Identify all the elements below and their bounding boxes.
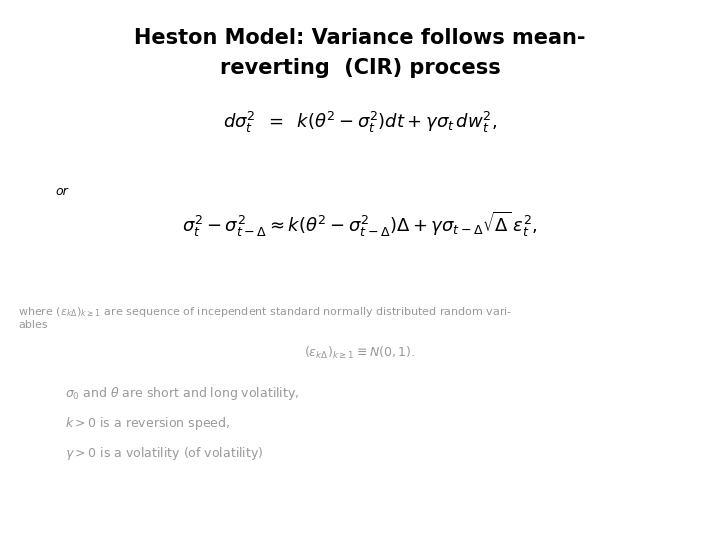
Text: $k > 0$ is a reversion speed,: $k > 0$ is a reversion speed, xyxy=(65,415,230,432)
Text: $(\epsilon_{k\Delta})_{k\geq 1} \equiv N(0, 1).$: $(\epsilon_{k\Delta})_{k\geq 1} \equiv N… xyxy=(305,345,415,361)
Text: $d\sigma_t^2 \;\; = \;\; k(\theta^2 - \sigma_t^2)dt + \gamma\sigma_t\,dw_t^2,$: $d\sigma_t^2 \;\; = \;\; k(\theta^2 - \s… xyxy=(222,110,498,135)
Text: reverting  (CIR) process: reverting (CIR) process xyxy=(220,58,500,78)
Text: or: or xyxy=(55,185,68,198)
Text: $\gamma > 0$ is a volatility (of volatility): $\gamma > 0$ is a volatility (of volatil… xyxy=(65,445,264,462)
Text: ables: ables xyxy=(18,320,48,330)
Text: where $(\epsilon_{k\Delta})_{k\geq 1}$ are sequence of incependent standard norm: where $(\epsilon_{k\Delta})_{k\geq 1}$ a… xyxy=(18,305,513,319)
Text: $\sigma_0$ and $\theta$ are short and long volatility,: $\sigma_0$ and $\theta$ are short and lo… xyxy=(65,385,300,402)
Text: Heston Model: Variance follows mean-: Heston Model: Variance follows mean- xyxy=(134,28,586,48)
Text: $\sigma_t^2 - \sigma_{t-\Delta}^2 \approx k(\theta^2 - \sigma_{t-\Delta}^2)\Delt: $\sigma_t^2 - \sigma_{t-\Delta}^2 \appro… xyxy=(182,210,538,239)
